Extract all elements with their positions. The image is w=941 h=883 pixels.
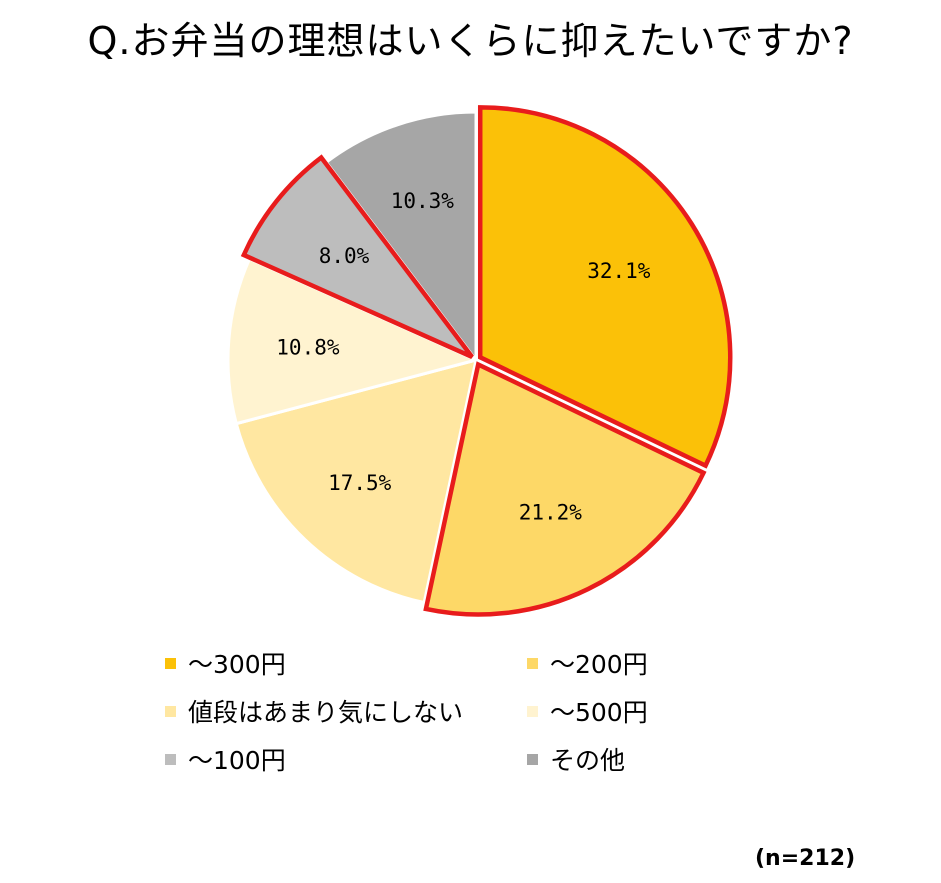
sample-size: (n=212): [755, 846, 856, 871]
pie-slice-3: [226, 256, 481, 426]
legend-swatch: [165, 657, 176, 669]
legend-item-price-not-matter: 値段はあまり気にしない: [165, 693, 463, 729]
legend-swatch: [527, 753, 538, 765]
pie-slice-2: [234, 357, 478, 605]
legend-item-other: その他: [527, 741, 625, 777]
pie-slice-5: [324, 110, 478, 365]
slice-value-label-2: 17.5%: [328, 471, 392, 495]
legend-label: 〜200円: [550, 650, 648, 679]
legend-label: 値段はあまり気にしない: [188, 698, 464, 727]
legend-swatch: [527, 705, 538, 717]
slice-value-label-0: 32.1%: [587, 259, 651, 283]
legend-label: 〜100円: [188, 746, 286, 775]
legend-label: 〜500円: [550, 698, 648, 727]
legend-swatch: [165, 753, 176, 765]
legend-swatch: [165, 705, 176, 717]
pie-highlight-outlines: [240, 105, 733, 617]
legend-swatch: [527, 657, 538, 669]
legend-item-500: 〜500円: [527, 693, 648, 729]
slice-value-label-5: 10.3%: [391, 189, 455, 213]
chart-title: Q.お弁当の理想はいくらに抑えたいですか?: [87, 19, 854, 63]
slice-value-label-1: 21.2%: [519, 500, 583, 524]
legend-item-200: 〜200円: [527, 645, 648, 681]
pie-slice-outline-1: [423, 361, 707, 617]
legend-item-300: 〜300円: [165, 645, 286, 681]
legend-label: その他: [550, 746, 626, 775]
slice-value-label-4: 8.0%: [319, 244, 370, 268]
legend-label: 〜300円: [188, 650, 286, 679]
slice-value-label-3: 10.8%: [276, 336, 340, 360]
legend-item-100: 〜100円: [165, 741, 286, 777]
pie-slice-labels: 32.1% 21.2% 17.5% 10.8% 8.0% 10.3%: [276, 189, 650, 524]
pie-slice-outline-4: [240, 154, 474, 359]
pie-slice-outline-0: [477, 105, 733, 469]
